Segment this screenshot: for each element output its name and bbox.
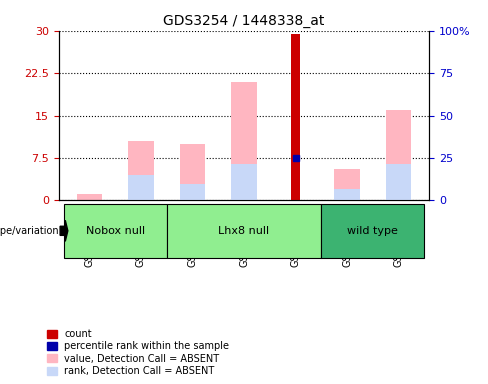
Text: genotype/variation: genotype/variation (0, 226, 60, 236)
Text: wild type: wild type (347, 226, 398, 236)
Title: GDS3254 / 1448338_at: GDS3254 / 1448338_at (163, 14, 325, 28)
Text: Nobox null: Nobox null (86, 226, 145, 236)
Bar (167, 204, 321, 258)
Bar (334, 169, 360, 200)
Bar (180, 184, 205, 200)
Bar (128, 175, 154, 200)
Bar (180, 144, 205, 200)
Bar (291, 33, 300, 200)
FancyArrow shape (60, 220, 68, 242)
Bar (386, 110, 411, 200)
Bar (128, 141, 154, 200)
Legend: count, percentile rank within the sample, value, Detection Call = ABSENT, rank, : count, percentile rank within the sample… (44, 326, 232, 379)
Bar (334, 189, 360, 200)
Bar (64, 204, 167, 258)
Bar (231, 82, 257, 200)
Bar (321, 204, 424, 258)
Bar (231, 164, 257, 200)
Bar (386, 164, 411, 200)
Bar (77, 194, 102, 200)
Text: Lhx8 null: Lhx8 null (219, 226, 269, 236)
